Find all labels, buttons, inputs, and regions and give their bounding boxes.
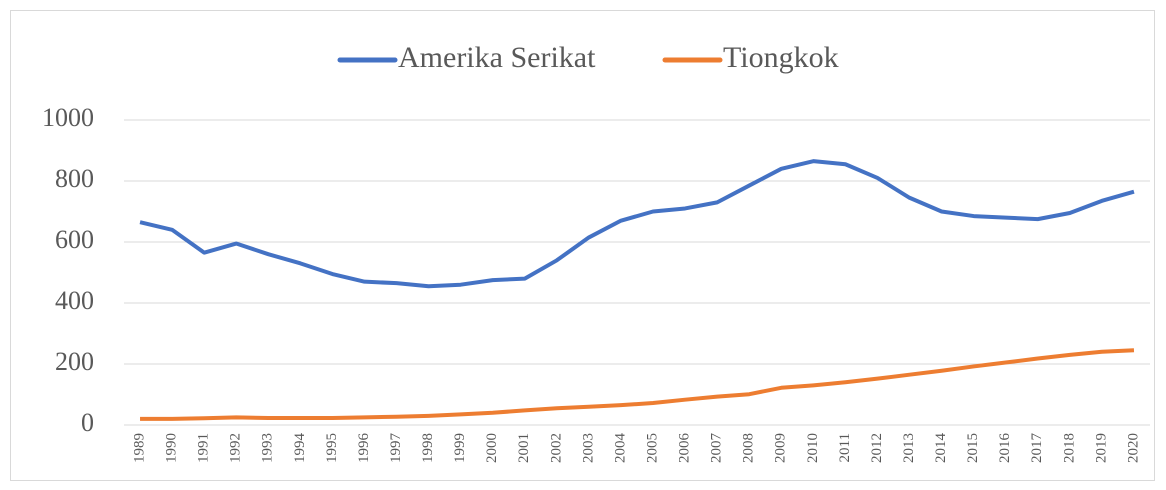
x-tick-label: 1996 (356, 433, 372, 464)
x-tick-label: 2006 (677, 433, 693, 464)
x-tick-label: 1989 (131, 433, 147, 463)
legend-label: Tiongkok (723, 41, 839, 74)
x-tick-label: 2018 (1061, 433, 1077, 463)
y-tick-label: 1000 (42, 103, 94, 132)
x-tick-label: 2016 (997, 433, 1013, 464)
x-tick-label: 2010 (805, 433, 821, 463)
x-tick-label: 2000 (484, 433, 500, 463)
line (140, 348, 1135, 421)
legend-label: Amerika Serikat (398, 41, 596, 74)
x-tick-label: 2001 (516, 433, 532, 463)
y-tick-label: 400 (55, 286, 94, 315)
x-tick-label: 1994 (292, 433, 308, 464)
x-tick-label: 2020 (1125, 433, 1141, 463)
x-tick-label: 2014 (933, 433, 949, 464)
x-tick-label: 2019 (1093, 433, 1109, 463)
x-tick-label: 2017 (1029, 433, 1045, 464)
y-tick-label: 800 (55, 164, 94, 193)
x-tick-label: 2011 (837, 433, 853, 462)
chart-frame (10, 10, 1155, 481)
x-tick-label: 1990 (164, 433, 180, 463)
x-tick-label: 2002 (548, 433, 564, 463)
y-tick-label: 0 (81, 408, 94, 437)
x-tick-label: 2008 (741, 433, 757, 463)
x-tick-label: 2012 (869, 433, 885, 463)
x-tick-label: 1997 (388, 433, 404, 464)
x-tick-label: 1991 (196, 433, 212, 463)
x-tick-label: 1999 (452, 433, 468, 463)
x-tick-label: 1995 (324, 433, 340, 463)
x-tick-label: 2003 (580, 433, 596, 463)
x-tick-label: 2004 (612, 433, 628, 464)
x-tick-label: 2005 (644, 433, 660, 463)
x-tick-label: 1992 (228, 433, 244, 463)
x-tick-label: 2015 (965, 433, 981, 463)
x-tick-label: 2013 (901, 433, 917, 463)
x-tick-label: 1993 (260, 433, 276, 463)
x-tick-label: 1998 (420, 433, 436, 463)
x-tick-label: 2009 (773, 433, 789, 463)
x-tick-label: 2007 (709, 433, 725, 464)
y-tick-label: 600 (55, 225, 94, 254)
line (139, 159, 1135, 289)
y-tick-label: 200 (55, 347, 94, 376)
